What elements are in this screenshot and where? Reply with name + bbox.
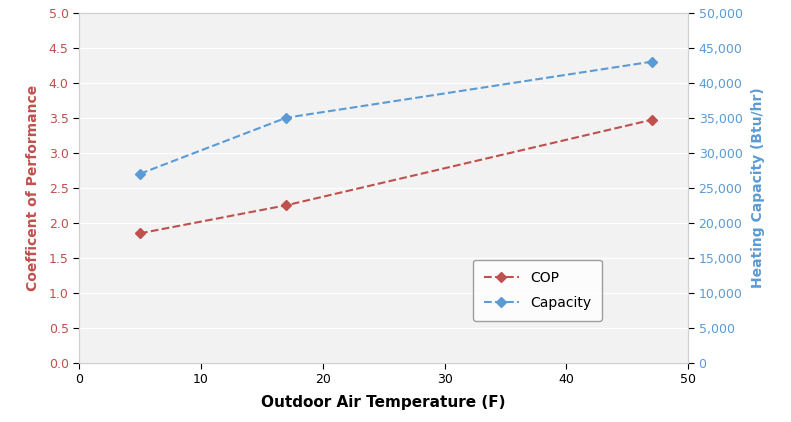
X-axis label: Outdoor Air Temperature (F): Outdoor Air Temperature (F) (261, 395, 506, 410)
Legend: COP, Capacity: COP, Capacity (473, 260, 602, 321)
Y-axis label: Heating Capacity (Btu/hr): Heating Capacity (Btu/hr) (751, 87, 765, 288)
Y-axis label: Coefficent of Performance: Coefficent of Performance (26, 85, 40, 291)
